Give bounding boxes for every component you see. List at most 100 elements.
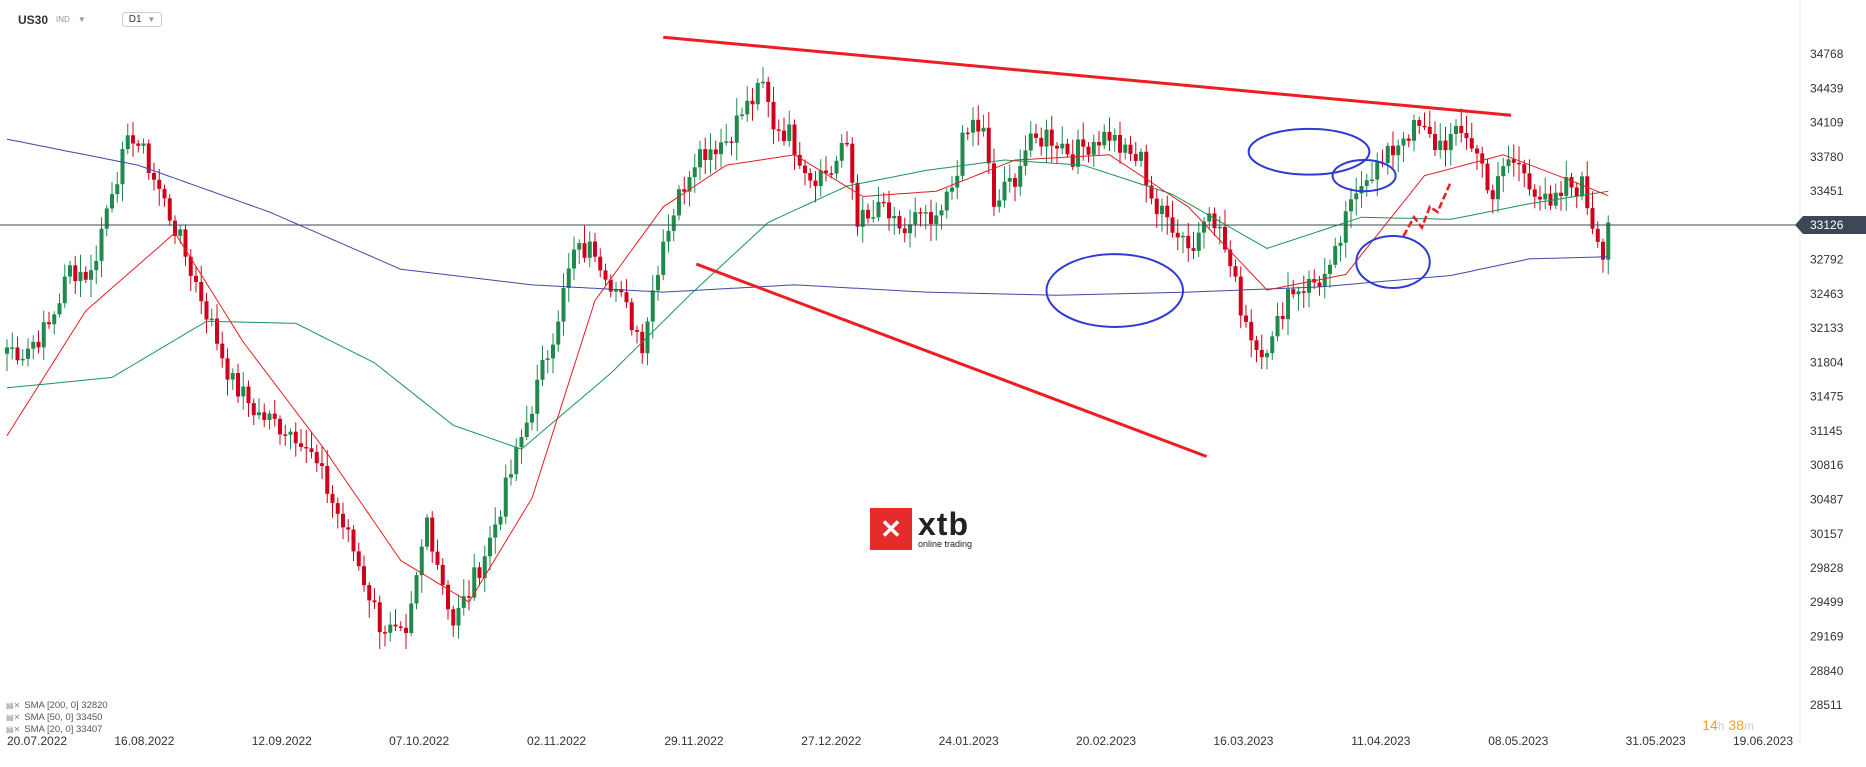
- settings-icon[interactable]: ▤✕: [6, 701, 21, 710]
- y-tick-label: 29828: [1810, 561, 1844, 575]
- candle-body: [797, 154, 802, 166]
- candle-body: [62, 276, 67, 304]
- candle-body: [1149, 185, 1154, 199]
- candle-body: [509, 474, 513, 478]
- legend-item-sma50[interactable]: ▤✕ SMA [50, 0] 33450: [6, 712, 108, 724]
- candle-body: [1548, 193, 1553, 206]
- candle-body: [1238, 276, 1243, 316]
- y-tick-label: 34439: [1810, 81, 1844, 95]
- y-tick-label: 30157: [1810, 527, 1844, 541]
- candle-body: [1259, 350, 1264, 358]
- candle-body: [692, 167, 697, 178]
- candle-body: [1580, 176, 1584, 197]
- current-price-tag: [1795, 215, 1866, 234]
- candle-body: [1175, 232, 1180, 238]
- chevron-down-icon: ▼: [147, 15, 156, 24]
- candle-body: [320, 463, 324, 466]
- candle-body: [325, 465, 330, 494]
- candle-body: [976, 119, 981, 132]
- candle-body: [1564, 176, 1569, 196]
- candle-body: [1501, 166, 1506, 177]
- candle-body: [1181, 235, 1185, 238]
- candle-body: [125, 135, 130, 150]
- candle-body: [908, 224, 912, 234]
- y-tick-label: 28511: [1810, 698, 1843, 712]
- candle-body: [1511, 159, 1516, 163]
- candle-body: [1349, 199, 1353, 212]
- x-tick-label: 27.12.2022: [801, 734, 861, 748]
- candle-body: [346, 527, 351, 530]
- candle-body: [787, 124, 792, 142]
- y-tick-label: 31145: [1810, 424, 1843, 438]
- candle-body: [146, 143, 151, 173]
- candle-body: [47, 322, 51, 325]
- candle-body: [220, 343, 225, 359]
- candle-body: [1013, 177, 1017, 187]
- candle-body: [440, 564, 445, 585]
- candle-body: [535, 379, 540, 414]
- candle-body: [902, 228, 907, 234]
- candle-body: [178, 229, 183, 236]
- candle-body: [1459, 125, 1464, 134]
- candle-body: [1160, 205, 1164, 215]
- legend-item-sma200[interactable]: ▤✕ SMA [200, 0] 32820: [6, 700, 108, 712]
- y-tick-label: 32792: [1810, 253, 1844, 267]
- candle-body: [1202, 221, 1206, 233]
- sma20-line: [6, 154, 1609, 603]
- candle-body: [173, 220, 177, 236]
- candle-body: [83, 271, 88, 280]
- candle-body: [1506, 159, 1511, 167]
- candle-body: [1097, 141, 1101, 146]
- candle-body: [404, 627, 408, 634]
- candle-body: [792, 124, 797, 155]
- candle-body: [734, 115, 739, 143]
- candle-body: [293, 431, 298, 444]
- candle-body: [1307, 279, 1311, 293]
- candle-body: [188, 256, 193, 276]
- candle-body: [225, 358, 230, 380]
- candle-body: [498, 516, 503, 525]
- candle-body: [1595, 228, 1600, 242]
- candle-body: [897, 215, 902, 229]
- candle-body: [1385, 145, 1390, 164]
- logo-name: xtb: [918, 506, 969, 542]
- candle-body: [1286, 289, 1290, 320]
- settings-icon[interactable]: ▤✕: [6, 713, 21, 722]
- legend-item-sma20[interactable]: ▤✕ SMA [20, 0] 33407: [6, 724, 108, 736]
- candle-body: [1517, 162, 1521, 165]
- candle-body: [414, 575, 419, 604]
- candle-body: [1039, 137, 1044, 147]
- x-tick-label: 16.03.2023: [1213, 734, 1273, 748]
- candle-body: [1364, 180, 1369, 186]
- candle-body: [120, 149, 125, 185]
- candle-body: [556, 321, 561, 345]
- candle-body: [619, 289, 624, 293]
- candle-body: [719, 142, 723, 155]
- timeframe-select[interactable]: D1 ▼: [121, 12, 163, 27]
- candle-body: [1433, 134, 1437, 151]
- candle-body: [472, 567, 477, 598]
- candle-body: [918, 212, 923, 214]
- symbol-label[interactable]: US30: [18, 12, 49, 27]
- candle-body: [257, 412, 261, 416]
- candle-body: [157, 179, 162, 189]
- x-tick-label: 02.11.2022: [527, 734, 586, 748]
- candle-body: [614, 289, 618, 292]
- highlight-circle: [1045, 253, 1184, 328]
- candle-body: [1538, 196, 1542, 200]
- candle-body: [1427, 126, 1432, 135]
- candle-body: [425, 517, 429, 547]
- candle-body: [1338, 242, 1343, 246]
- candle-body: [519, 436, 524, 448]
- candle-body: [1196, 232, 1201, 251]
- candle-body: [356, 551, 361, 567]
- candle-body: [713, 149, 718, 155]
- candle-body: [278, 418, 282, 435]
- candle-body: [41, 322, 46, 348]
- candle-body: [1543, 193, 1548, 200]
- chevron-down-icon[interactable]: ▼: [77, 15, 86, 24]
- candle-body: [5, 347, 9, 354]
- settings-icon[interactable]: ▤✕: [6, 725, 21, 734]
- candle-body: [68, 265, 72, 277]
